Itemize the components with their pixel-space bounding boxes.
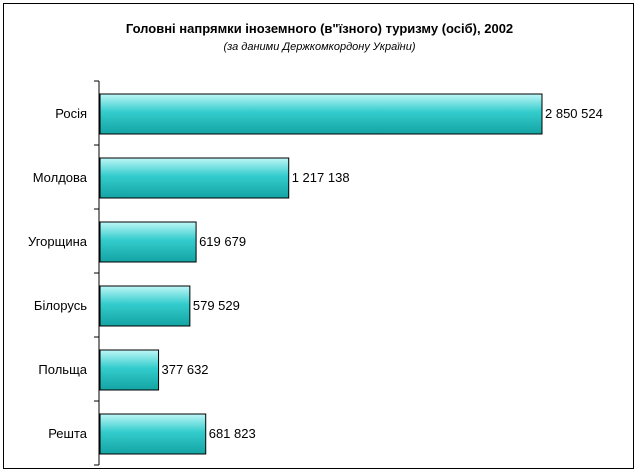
value-label: 579 529 bbox=[193, 298, 240, 313]
chart-subtitle: (за даними Держкомкордону України) bbox=[223, 41, 416, 53]
category-label: Угорщина bbox=[28, 234, 88, 249]
bar-1 bbox=[99, 157, 290, 199]
bar-3 bbox=[99, 285, 191, 327]
category-label: Польща bbox=[38, 362, 87, 377]
value-label: 377 632 bbox=[162, 362, 209, 377]
category-label: Росія bbox=[55, 106, 87, 121]
value-label: 619 679 bbox=[199, 234, 246, 249]
category-label: Молдова bbox=[33, 170, 88, 185]
bar-5 bbox=[99, 413, 207, 455]
bar-2 bbox=[99, 221, 197, 263]
value-label: 1 217 138 bbox=[292, 170, 350, 185]
bar-4 bbox=[99, 349, 160, 391]
bar-0 bbox=[99, 93, 543, 135]
value-label: 681 823 bbox=[209, 426, 256, 441]
chart-title: Головні напрямки іноземного (в"їзного) т… bbox=[125, 21, 514, 36]
category-label: Білорусь bbox=[34, 298, 87, 313]
category-label: Решта bbox=[48, 426, 88, 441]
value-label: 2 850 524 bbox=[545, 106, 603, 121]
